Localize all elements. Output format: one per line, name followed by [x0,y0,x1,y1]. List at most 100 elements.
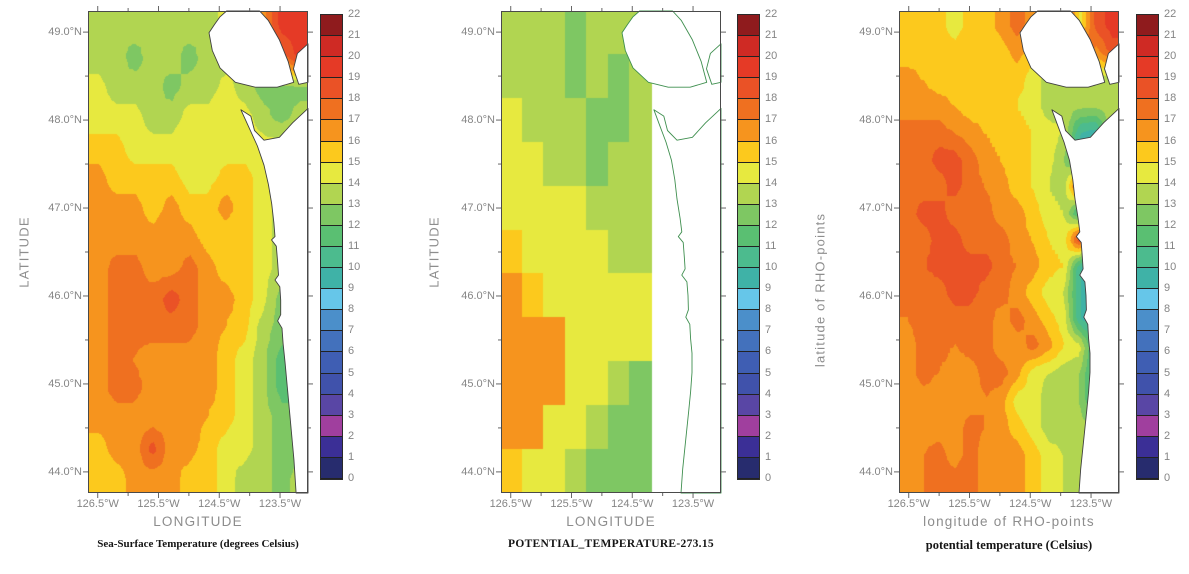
colorbar-tick-label: 22 [348,8,361,20]
colorbar-tick-label: 3 [765,408,772,421]
colorbar-tick-label: 22 [1164,8,1177,20]
colorbar-cell [1137,183,1158,205]
panel-caption: potential temperature (Celsius) [925,538,1093,552]
colorbar-tick-label: 21 [348,29,361,42]
y-tick-label: 45.0°N [461,377,495,390]
colorbar-tick-label: 16 [765,134,778,147]
y-tick-label: 48.0°N [461,114,495,127]
colorbar-cell [1137,15,1158,37]
colorbar-tick-label: 22 [765,8,778,20]
x-tick-label: 125.5°W [550,498,593,510]
colorbar: 0 1 2 3 4 5 6 7 8 9 10 11 12 13 14 15 16 17 18 19 20 21 22 [737,8,777,484]
colorbar-cell [321,99,342,121]
colorbar-cell [1137,436,1158,458]
colorbar-cell [738,310,759,332]
colorbar-tick-label: 5 [348,366,355,379]
y-axis-title: LATITUDE [426,216,442,288]
colorbar-tick-label: 21 [1164,29,1177,42]
colorbar-tick-label: 7 [765,324,772,337]
colorbar-cell [321,141,342,163]
colorbar-tick-label: 15 [348,155,361,168]
colorbar-cell [738,352,759,374]
x-tick-label: 123.5°W [671,498,715,510]
colorbar-tick-label: 19 [765,71,778,84]
y-tick-label: 44.0°N [48,465,82,478]
colorbar-cell [738,204,759,226]
panel-caption: POTENTIAL_TEMPERATURE-273.15 [508,538,714,550]
colorbar-tick-label: 4 [765,387,772,400]
colorbar-cell [321,36,342,58]
colorbar-cell [1137,331,1158,353]
x-axis-title: LONGITUDE [153,514,243,529]
mainland-landmass [1051,107,1120,494]
colorbar-cell [1137,99,1158,121]
x-tick-label: 126.5°W [76,498,119,510]
colorbar-cell [738,373,759,395]
colorbar-cell [321,120,342,142]
colorbar-cell [1137,415,1158,437]
y-tick-label: 45.0°N [859,377,893,390]
colorbar-tick-label: 0 [348,472,355,484]
colorbar-cell [738,36,759,58]
colorbar-tick-label: 20 [765,50,778,63]
colorbar-tick-label: 15 [765,155,778,168]
colorbar-cell [1137,394,1158,416]
colorbar-cell [321,394,342,416]
colorbar-cell [738,141,759,163]
panel-caption: Sea-Surface Temperature (degrees Celsius… [97,538,299,550]
colorbar-tick-label: 0 [765,472,772,484]
panel-potential-temperature-coarse: LATITUDE LONGITUDE POTENTIAL_TEMPERATURE… [396,0,792,574]
colorbar-cell [321,415,342,437]
colorbar-cell [321,247,342,269]
colorbar-tick-label: 2 [1164,429,1171,442]
colorbar-cell [738,15,759,37]
colorbar-cell [321,373,342,395]
map-plot-area [496,6,726,498]
heatmap-canvas [88,11,308,493]
plot-frame [501,11,721,493]
colorbar-tick-label: 9 [765,282,772,295]
colorbar-cell [738,162,759,184]
colorbar-cell [738,225,759,247]
colorbar-cell [738,268,759,290]
y-tick-label: 46.0°N [859,289,893,302]
colorbar-cell [738,415,759,437]
colorbar-cell [738,120,759,142]
colorbar-tick-label: 13 [765,197,778,210]
colorbar-cell [321,436,342,458]
colorbar-cell [738,289,759,311]
coastline-overlay [894,6,1124,498]
colorbar-tick-label: 17 [765,113,778,126]
colorbar-tick-label: 18 [765,92,778,105]
colorbar-cell [321,162,342,184]
colorbar-tick-label: 4 [348,387,355,400]
y-tick-label: 46.0°N [48,289,82,302]
colorbar-tick-label: 17 [348,113,361,126]
y-tick-label: 48.0°N [48,114,82,127]
x-tick-label: 126.5°W [887,498,930,510]
colorbar-tick-label: 1 [348,450,355,463]
y-tick-label: 46.0°N [461,289,495,302]
y-axis-title: LATITUDE [16,216,32,288]
y-tick-label: 44.0°N [461,465,495,478]
colorbar-tick-label: 12 [348,218,361,231]
colorbar-tick-label: 9 [348,282,355,295]
colorbar-cell [1137,162,1158,184]
colorbar-cell [738,457,759,479]
colorbar-tick-label: 8 [348,303,355,316]
mainland-landmass [240,107,309,494]
colorbar-cell [738,331,759,353]
bc-mainland-landmass [706,43,722,85]
colorbar-tick-label: 5 [765,366,772,379]
bc-mainland-landmass [1104,43,1120,85]
colorbar-tick-label: 10 [765,261,778,274]
x-axis-title: longitude of RHO-points [923,514,1095,529]
x-tick-label: 125.5°W [137,498,180,510]
map-plot-area [83,6,313,498]
colorbar-tick-label: 8 [765,303,772,316]
colorbar-cell [321,268,342,290]
colorbar-tick-label: 11 [765,240,777,252]
colorbar-tick-label: 3 [1164,408,1171,421]
colorbar-cell [1137,310,1158,332]
colorbar-cell [1137,120,1158,142]
